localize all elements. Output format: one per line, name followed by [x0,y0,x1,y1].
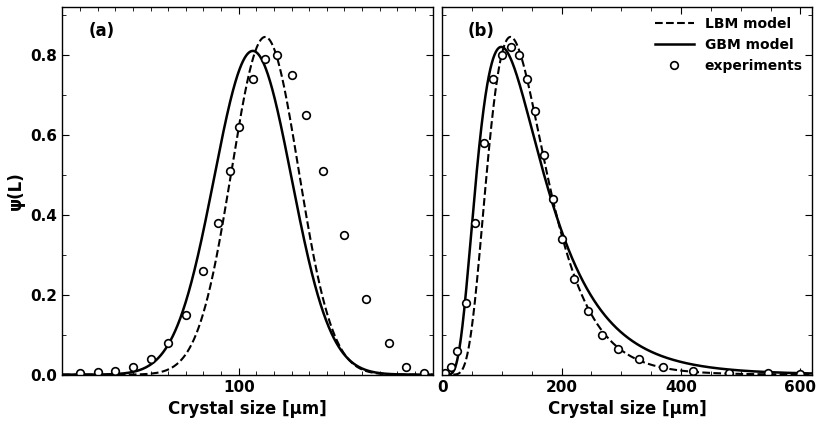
experiments [260,57,270,62]
LBM model [420,372,430,377]
Line: GBM model: GBM model [63,51,433,374]
experiments [479,140,489,145]
LBM model [216,233,225,238]
GBM model [479,100,489,105]
GBM model [381,371,391,376]
LBM model [121,372,131,377]
Line: experiments: experiments [76,51,428,377]
LBM model [506,34,515,40]
experiments [318,168,328,173]
experiments [461,300,471,305]
experiments [497,52,507,57]
experiments [75,370,85,375]
GBM model [596,307,605,312]
experiments [614,346,624,351]
LBM model [479,196,489,201]
experiments [522,76,532,82]
LBM model [501,38,511,43]
LBM model [260,34,270,40]
experiments [225,168,235,173]
GBM model [428,372,438,377]
experiments [145,356,155,361]
LBM model [381,371,391,377]
LBM model [579,298,589,303]
LBM model [200,306,210,312]
experiments [452,348,462,353]
LBM model [596,326,605,331]
experiments [234,124,244,129]
experiments [383,340,393,345]
experiments [111,368,121,373]
X-axis label: Crystal size [μm]: Crystal size [μm] [169,400,327,418]
GBM model [100,372,110,377]
LBM model [761,372,771,377]
experiments [273,52,282,57]
experiments [634,357,644,362]
experiments [181,312,191,317]
experiments [164,340,173,345]
experiments [401,364,411,369]
experiments [93,369,102,374]
experiments [248,76,258,82]
Text: (b): (b) [468,22,495,40]
experiments [529,108,539,113]
GBM model [248,48,258,54]
Legend: LBM model, GBM model, experiments: LBM model, GBM model, experiments [649,11,809,78]
LBM model [58,372,68,377]
GBM model [501,48,511,54]
Y-axis label: ψ(L): ψ(L) [7,171,25,210]
GBM model [420,372,430,377]
experiments [583,308,593,313]
LBM model [800,372,810,377]
Line: LBM model: LBM model [442,37,813,375]
LBM model [100,372,110,377]
experiments [724,370,733,375]
GBM model [121,371,131,376]
Text: (a): (a) [88,22,115,40]
experiments [128,364,138,369]
GBM model [437,372,447,377]
experiments [514,52,524,57]
experiments [440,370,450,375]
experiments [557,236,567,241]
experiments [658,364,668,369]
GBM model [800,371,810,376]
experiments [361,296,371,301]
experiments [419,370,429,375]
experiments [446,364,456,369]
GBM model [200,223,210,228]
experiments [506,44,515,49]
Line: GBM model: GBM model [442,47,813,375]
experiments [488,76,498,82]
X-axis label: Crystal size [μm]: Crystal size [μm] [548,400,707,418]
GBM model [496,44,506,49]
Line: LBM model: LBM model [63,37,433,375]
GBM model [216,143,225,148]
GBM model [58,372,68,377]
experiments [301,112,311,117]
LBM model [808,372,818,377]
experiments [287,72,297,77]
experiments [548,196,558,201]
experiments [795,371,805,377]
experiments [539,152,548,157]
experiments [568,276,578,281]
experiments [212,220,222,225]
Line: experiments: experiments [441,43,805,378]
experiments [470,220,480,225]
GBM model [808,371,818,376]
LBM model [428,372,438,377]
experiments [597,332,607,337]
LBM model [437,372,447,377]
experiments [762,371,772,376]
experiments [198,268,208,273]
GBM model [579,281,589,286]
experiments [688,368,698,373]
experiments [339,232,349,237]
GBM model [761,369,771,374]
